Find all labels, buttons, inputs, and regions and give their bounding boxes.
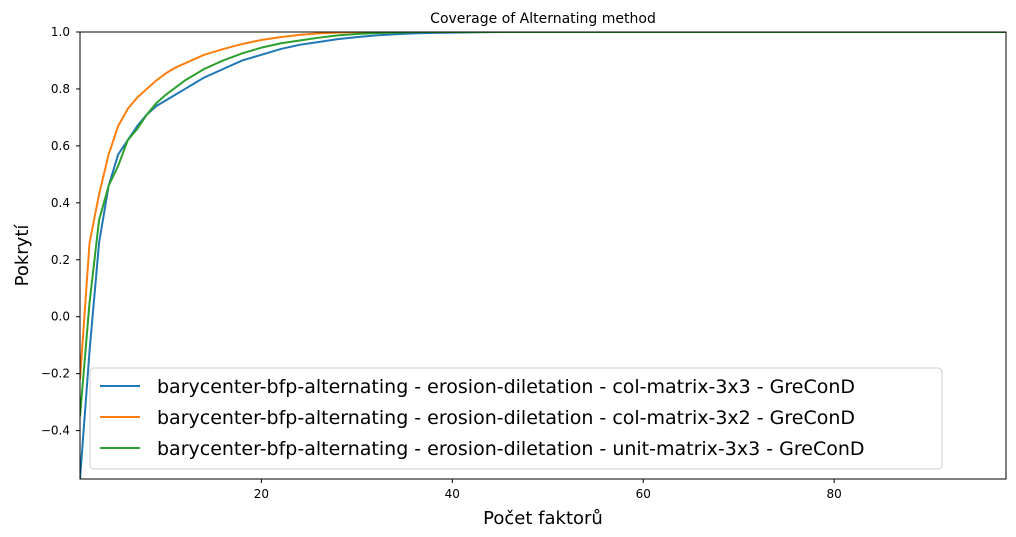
y-axis-title: Pokrytí [12,224,33,287]
y-tick-label: 0.2 [51,253,70,267]
y-tick-label: 0.6 [51,139,70,153]
y-axis-ticks: −0.4 −0.2 0.0 0.2 0.4 0.6 0.8 1.0 [41,25,80,438]
legend-label-3: barycenter-bfp-alternating - erosion-dil… [157,438,865,460]
series-layer [80,32,1006,479]
y-tick-label: 0.0 [51,310,70,324]
y-tick-label: 1.0 [51,25,70,39]
y-tick-label: −0.4 [41,424,70,438]
x-tick-label: 40 [445,487,460,501]
legend-frame [89,367,943,470]
x-axis-title: Počet faktorů [483,508,603,529]
chart-title: Coverage of Alternating method [430,11,656,27]
plot-frame [79,31,1007,480]
x-tick-label: 60 [636,487,651,501]
x-tick-label: 80 [827,487,842,501]
y-tick-label: 0.4 [51,196,70,210]
legend: barycenter-bfp-alternating - erosion-dil… [89,367,943,470]
x-tick-label: 20 [254,487,269,501]
legend-label-2: barycenter-bfp-alternating - erosion-dil… [157,407,855,429]
y-tick-label: −0.2 [41,367,70,381]
series-line-3 [80,32,1006,417]
series-line-2 [80,32,1006,380]
x-axis-ticks: 20 40 60 80 [254,479,842,501]
legend-label-1: barycenter-bfp-alternating - erosion-dil… [157,376,855,398]
y-tick-label: 0.8 [51,82,70,96]
